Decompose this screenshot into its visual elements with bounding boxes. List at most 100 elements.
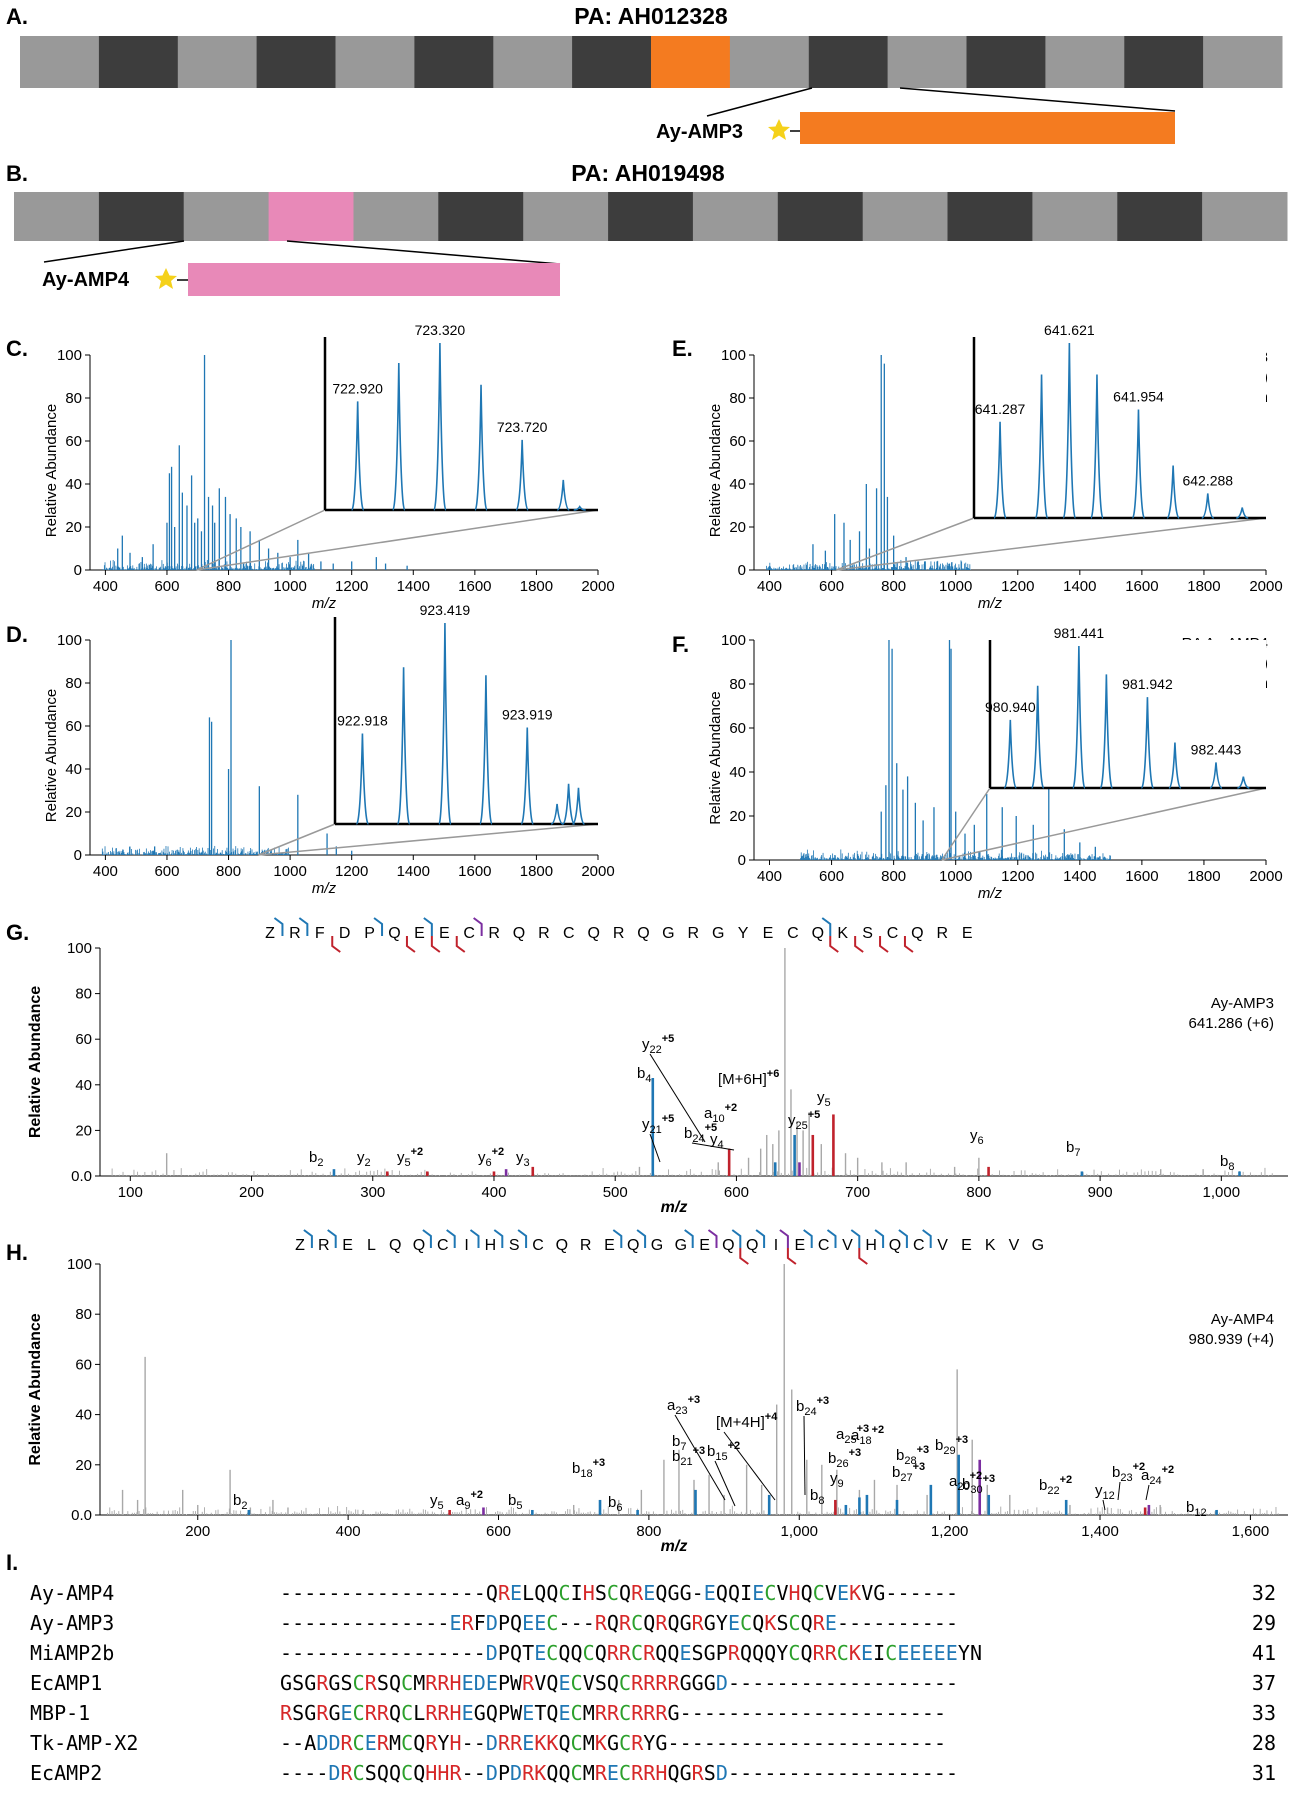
x-tick-label: 800 bbox=[881, 868, 906, 885]
x-tick-label: 1800 bbox=[1187, 578, 1220, 595]
inset-background bbox=[974, 337, 1266, 518]
fragment-label: y21+5 bbox=[642, 1113, 674, 1136]
b-ion-mark bbox=[612, 1229, 623, 1248]
fragment-label: b7 bbox=[672, 1433, 686, 1453]
y-tick-label: 100 bbox=[67, 1256, 92, 1273]
b-ion-mark bbox=[826, 1229, 837, 1248]
bar-a-segment-dark bbox=[966, 36, 1046, 88]
inset-peak bbox=[1062, 342, 1077, 519]
inset-peak bbox=[1030, 685, 1045, 789]
x-tick-label: 1800 bbox=[520, 578, 553, 595]
b-ion-mark bbox=[423, 917, 433, 936]
inset-peak bbox=[391, 363, 406, 511]
x-tick-label: 1200 bbox=[335, 578, 368, 595]
fragment-label: y25+5 bbox=[788, 1109, 820, 1132]
bar-a-segment-light bbox=[493, 36, 573, 88]
fragment-label: y2 bbox=[357, 1149, 371, 1169]
sequence-residue: R bbox=[688, 925, 700, 942]
inset-peak bbox=[433, 342, 447, 511]
peptide-bar-b bbox=[188, 263, 560, 296]
panel-i-alignment: I. Ay-AMP4 -----------------QRELQQCIHSCQR… bbox=[6, 1550, 1276, 1785]
sequence-residue: Z bbox=[265, 925, 275, 942]
x-axis-label: m/z bbox=[661, 1538, 688, 1555]
inset-peak-label: 723.320 bbox=[415, 322, 466, 338]
x-axis-label: m/z bbox=[978, 885, 1003, 902]
chart-c: C. 0 20 40 60 80 100 400 600 800 1000 1200 1400 1600 1… bbox=[6, 322, 615, 612]
sequence-residue: C bbox=[818, 1237, 830, 1254]
alignment-row: Ay-AMP3 --------------ERFDPQEEC---RQRCQRQ… bbox=[30, 1611, 1276, 1635]
protein-bar-a bbox=[20, 36, 1283, 88]
sequence-residue: I bbox=[774, 1237, 778, 1254]
alignment-row: EcAMP1 GSGRGSCRSQCMRRHEDEPWRVQECVSQCRRRRG… bbox=[30, 1671, 1276, 1695]
y-tick-label: 100 bbox=[57, 347, 82, 364]
x-tick-label: 1000 bbox=[939, 578, 972, 595]
fragment-label: y3 bbox=[516, 1149, 530, 1169]
x-tick-label: 2000 bbox=[581, 578, 614, 595]
bar-b-segment-highlight bbox=[268, 192, 354, 241]
fragment-label: [M+6H]+6 bbox=[718, 1068, 779, 1088]
alignment-name: MiAMP2b bbox=[30, 1641, 114, 1665]
inset-peak bbox=[556, 479, 570, 511]
y-tick-label: 0.0 bbox=[71, 1507, 92, 1524]
alignment-row: Tk-AMP-X2 --ADDRCERMCQRYH--DRREKKQCMKGCRY… bbox=[30, 1731, 1276, 1755]
bar-b-segment-light bbox=[1032, 192, 1118, 241]
inset-peak bbox=[355, 733, 370, 825]
inset-peak bbox=[1003, 719, 1018, 789]
alignment-row: MBP-1 RSGRGECRRQCLRRHEGQPWETQECMRRCRRRG--… bbox=[30, 1701, 1276, 1725]
y-ion-mark bbox=[879, 936, 889, 953]
zoom-connector bbox=[836, 517, 975, 571]
b-ion-mark bbox=[473, 917, 483, 936]
zoom-line-a-right bbox=[899, 87, 1176, 112]
sequence-residue: C bbox=[787, 925, 799, 942]
y-tick-label: 60 bbox=[75, 1031, 92, 1048]
bar-a-segment-dark bbox=[808, 36, 889, 88]
fragment-label: a9+2 bbox=[456, 1489, 483, 1512]
inset-peak-label: 641.621 bbox=[1044, 322, 1095, 338]
b-ion-mark bbox=[874, 1229, 885, 1248]
inset-peak bbox=[1131, 409, 1146, 519]
bar-b-segment-light bbox=[692, 192, 779, 241]
y-ion-mark bbox=[455, 936, 466, 953]
fragment-leader bbox=[1102, 1499, 1106, 1511]
fragment-label: b8 bbox=[1220, 1153, 1234, 1173]
b-ion-mark bbox=[731, 1229, 742, 1248]
x-tick-label: 1000 bbox=[273, 578, 306, 595]
alignment-rows: Ay-AMP4 -----------------QRELQQCIHSCQREQG… bbox=[30, 1581, 1276, 1785]
bar-a-segment-light bbox=[177, 36, 258, 88]
fragment-label: b23+2 bbox=[1112, 1461, 1145, 1484]
y-tick-label: 100 bbox=[57, 632, 82, 649]
x-tick-label: 700 bbox=[845, 1184, 870, 1201]
fragment-leader bbox=[714, 1460, 736, 1507]
x-tick-label: 1600 bbox=[1125, 578, 1158, 595]
b-ion-mark bbox=[493, 1229, 504, 1248]
sequence-residue: P bbox=[364, 925, 375, 942]
y-tick-label: 20 bbox=[75, 1122, 92, 1139]
sequence-residue: S bbox=[509, 1237, 520, 1254]
zoom-connector bbox=[836, 517, 1267, 571]
bar-a-segment-light bbox=[1203, 36, 1283, 88]
panel-letter-e: E. bbox=[672, 336, 693, 361]
fragment-label: b8 bbox=[810, 1487, 824, 1507]
inset-peak bbox=[520, 727, 535, 825]
inset-peak bbox=[1201, 493, 1215, 519]
peptide-label-b: Ay-AMP4 bbox=[42, 269, 130, 291]
fragment-label: y5 bbox=[817, 1089, 831, 1109]
bar-a-segment-light bbox=[887, 36, 967, 88]
x-tick-label: 800 bbox=[966, 1184, 991, 1201]
x-tick-label: 400 bbox=[757, 578, 782, 595]
b-ion-mark bbox=[373, 917, 384, 936]
alignment-name: Ay-AMP4 bbox=[30, 1581, 114, 1605]
fragment-label: a10+2 bbox=[704, 1102, 737, 1125]
alignment-sequence: -----------------QRELQQCIHSCQREQGG-EQQIE… bbox=[280, 1581, 958, 1605]
sequence-residue: R bbox=[318, 1237, 330, 1254]
sequence-residue: E bbox=[763, 925, 774, 942]
zoom-line-b-left bbox=[43, 240, 185, 263]
bar-a-segment-light bbox=[20, 36, 100, 88]
x-tick-label: 500 bbox=[603, 1184, 628, 1201]
inset-peak-label: 982.443 bbox=[1191, 741, 1242, 757]
inset-peak bbox=[1168, 742, 1182, 789]
y-tick-label: 40 bbox=[729, 476, 746, 493]
bar-b-segment-light bbox=[1202, 192, 1288, 241]
x-tick-label: 1,000 bbox=[1203, 1184, 1241, 1201]
y-tick-label: 40 bbox=[75, 1407, 92, 1424]
